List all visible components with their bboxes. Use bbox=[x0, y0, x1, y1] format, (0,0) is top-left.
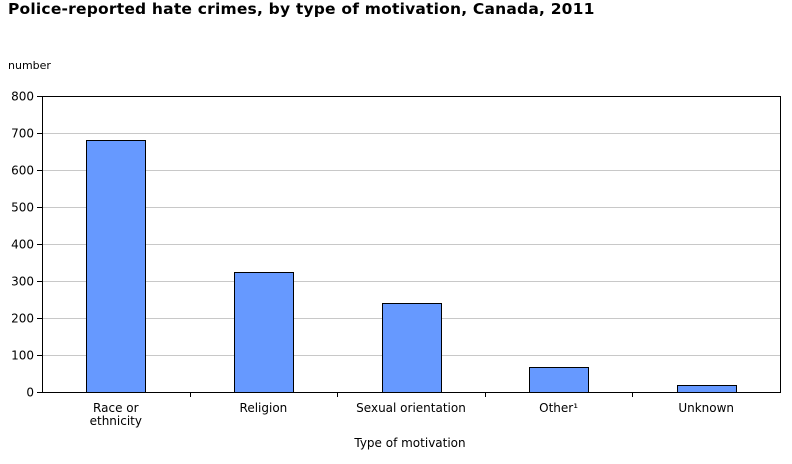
x-tick-label: Race or ethnicity bbox=[90, 401, 142, 428]
y-tick-label: 800 bbox=[11, 90, 34, 104]
y-tick-label: 500 bbox=[11, 201, 34, 215]
x-tick-label: Unknown bbox=[678, 401, 734, 415]
bar bbox=[234, 272, 294, 393]
y-tick-label: 300 bbox=[11, 275, 34, 289]
bar bbox=[529, 367, 589, 393]
y-tick-label: 700 bbox=[11, 127, 34, 141]
bar bbox=[382, 303, 442, 393]
y-tick-label: 400 bbox=[11, 238, 34, 252]
x-axis-label: Type of motivation bbox=[354, 436, 466, 450]
x-tick-label: Religion bbox=[240, 401, 288, 415]
chart-title: Police-reported hate crimes, by type of … bbox=[8, 0, 595, 18]
plot-area-border bbox=[42, 96, 781, 393]
y-tick-label: 0 bbox=[26, 386, 34, 400]
bar bbox=[677, 385, 737, 393]
x-tick-label: Sexual orientation bbox=[356, 401, 466, 415]
y-tick-label: 200 bbox=[11, 312, 34, 326]
x-tick-label: Other¹ bbox=[539, 401, 578, 415]
y-axis-label: number bbox=[8, 59, 51, 72]
y-tick-label: 100 bbox=[11, 349, 34, 363]
bar bbox=[86, 140, 146, 393]
y-tick-label: 600 bbox=[11, 164, 34, 178]
